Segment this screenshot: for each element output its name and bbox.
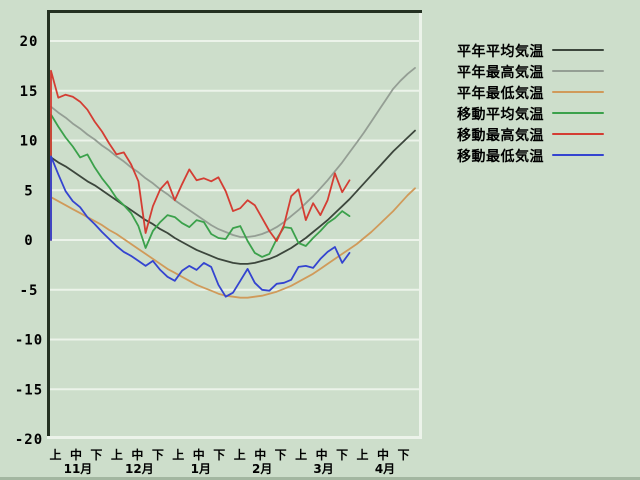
x-axis-period-label: 下 [397,448,409,462]
legend-label-moving-min: 移動最低気温 [457,149,544,165]
legend-item-moving-min: 移動最低気温 [457,146,627,167]
series-line-normal-min [50,187,416,299]
y-axis-label: 5 [24,183,33,199]
x-axis-period-label: 中 [316,447,328,462]
plot-border-bottom [47,436,422,439]
legend-item-moving-mean: 移動平均気温 [457,104,627,125]
x-axis-period-label: 中 [254,447,266,462]
x-axis-period-label: 上 [357,447,369,462]
legend: 平年平均気温 平年最高気温 平年最低気温 移動平均気温 移動最高気温 移動最低気… [457,41,627,167]
x-axis-period-label: 上 [172,447,184,462]
x-axis-period-label: 下 [152,448,164,462]
x-axis-month-label: 3月 [313,462,333,476]
x-axis-period-label: 中 [377,447,389,462]
y-axis-label: -10 [15,333,43,349]
y-axis-label: -5 [20,283,39,299]
x-axis-period-label: 下 [213,448,225,462]
legend-line-swatch-normal-mean [552,49,604,51]
x-axis-month-label: 1月 [191,462,211,476]
y-axis-label: -15 [15,382,43,398]
bottom-edge-strip [0,477,640,480]
x-axis-month-label: 12月 [125,462,154,476]
series-line-moving-min [50,155,351,298]
y-axis-label: -20 [15,432,43,448]
x-axis-month-label: 4月 [375,462,395,476]
y-axis-label: 0 [24,233,33,249]
x-axis-period-label: 中 [193,447,205,462]
x-axis-period-label: 上 [234,447,246,462]
plot-border-top [47,10,422,13]
legend-line-swatch-moving-min [552,154,604,156]
x-axis-period-label: 中 [131,447,143,462]
legend-line-swatch-moving-max [552,133,604,135]
x-axis-month-label: 2月 [252,462,272,476]
legend-item-normal-max: 平年最高気温 [457,62,627,83]
x-axis-period-label: 上 [111,447,123,462]
x-axis-period-label: 下 [336,448,348,462]
x-axis-period-label: 下 [275,448,287,462]
series-line-moving-mean [50,113,351,258]
legend-line-swatch-moving-mean [552,112,604,114]
legend-line-swatch-normal-max [552,70,604,72]
legend-item-normal-min: 平年最低気温 [457,83,627,104]
series-line-moving-max [50,69,351,242]
x-axis-period-label: 上 [49,447,61,462]
y-axis-label: 10 [20,134,39,150]
x-axis-month-label: 11月 [64,462,93,476]
series-line-normal-mean [50,129,416,265]
y-axis-label: 15 [20,84,39,100]
x-axis-period-label: 下 [90,448,102,462]
legend-line-swatch-normal-min [552,91,604,93]
legend-item-normal-mean: 平年平均気温 [457,41,627,62]
plot-border-left [47,10,50,439]
legend-label-moving-mean: 移動平均気温 [457,107,544,123]
legend-item-moving-max: 移動最高気温 [457,125,627,146]
legend-label-normal-mean: 平年平均気温 [457,44,544,60]
legend-label-normal-max: 平年最高気温 [457,65,544,81]
legend-label-moving-max: 移動最高気温 [457,128,544,144]
series-line-normal-max [50,67,416,238]
plot-border-right [419,13,422,439]
x-axis-period-label: 中 [70,447,82,462]
x-axis-period-label: 上 [295,447,307,462]
y-axis-label: 20 [20,34,39,50]
legend-label-normal-min: 平年最低気温 [457,86,544,102]
